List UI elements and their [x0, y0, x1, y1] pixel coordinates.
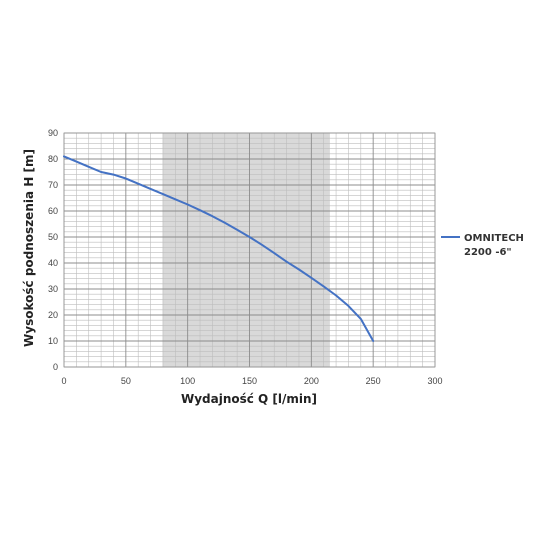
y-tick-label: 40 [48, 258, 58, 268]
x-tick-label: 0 [61, 376, 66, 386]
y-axis-title: Wysokość podnoszenia H [m] [22, 149, 36, 347]
highlight-band-group [162, 133, 330, 367]
y-tick-label: 0 [53, 362, 58, 372]
y-tick-labels: 0 10 20 30 40 50 60 70 80 90 [48, 128, 58, 372]
x-tick-label: 150 [242, 376, 257, 386]
series-line-omnitech [63, 155, 375, 342]
y-tick-label: 20 [48, 310, 58, 320]
legend-label-line2: 2200 -6" [464, 247, 512, 258]
y-tick-label: 50 [48, 232, 58, 242]
x-tick-label: 250 [366, 376, 381, 386]
x-tick-label: 300 [427, 376, 442, 386]
y-tick-label: 70 [48, 180, 58, 190]
x-axis-title: Wydajność Q [l/min] [181, 392, 317, 406]
x-tick-label: 50 [121, 376, 131, 386]
x-tick-labels: 0 50 100 150 200 250 300 [61, 376, 442, 386]
y-tick-label: 60 [48, 206, 58, 216]
series-group [63, 155, 375, 342]
legend-label-line1: OMNITECH [464, 233, 524, 244]
legend: OMNITECH 2200 -6" [441, 233, 524, 258]
y-tick-label: 80 [48, 154, 58, 164]
highlight-band [162, 133, 330, 367]
y-tick-label: 30 [48, 284, 58, 294]
x-tick-label: 200 [304, 376, 319, 386]
x-tick-label: 100 [180, 376, 195, 386]
y-tick-label: 10 [48, 336, 58, 346]
plot-area-border [63, 132, 436, 368]
y-tick-label: 90 [48, 128, 58, 138]
